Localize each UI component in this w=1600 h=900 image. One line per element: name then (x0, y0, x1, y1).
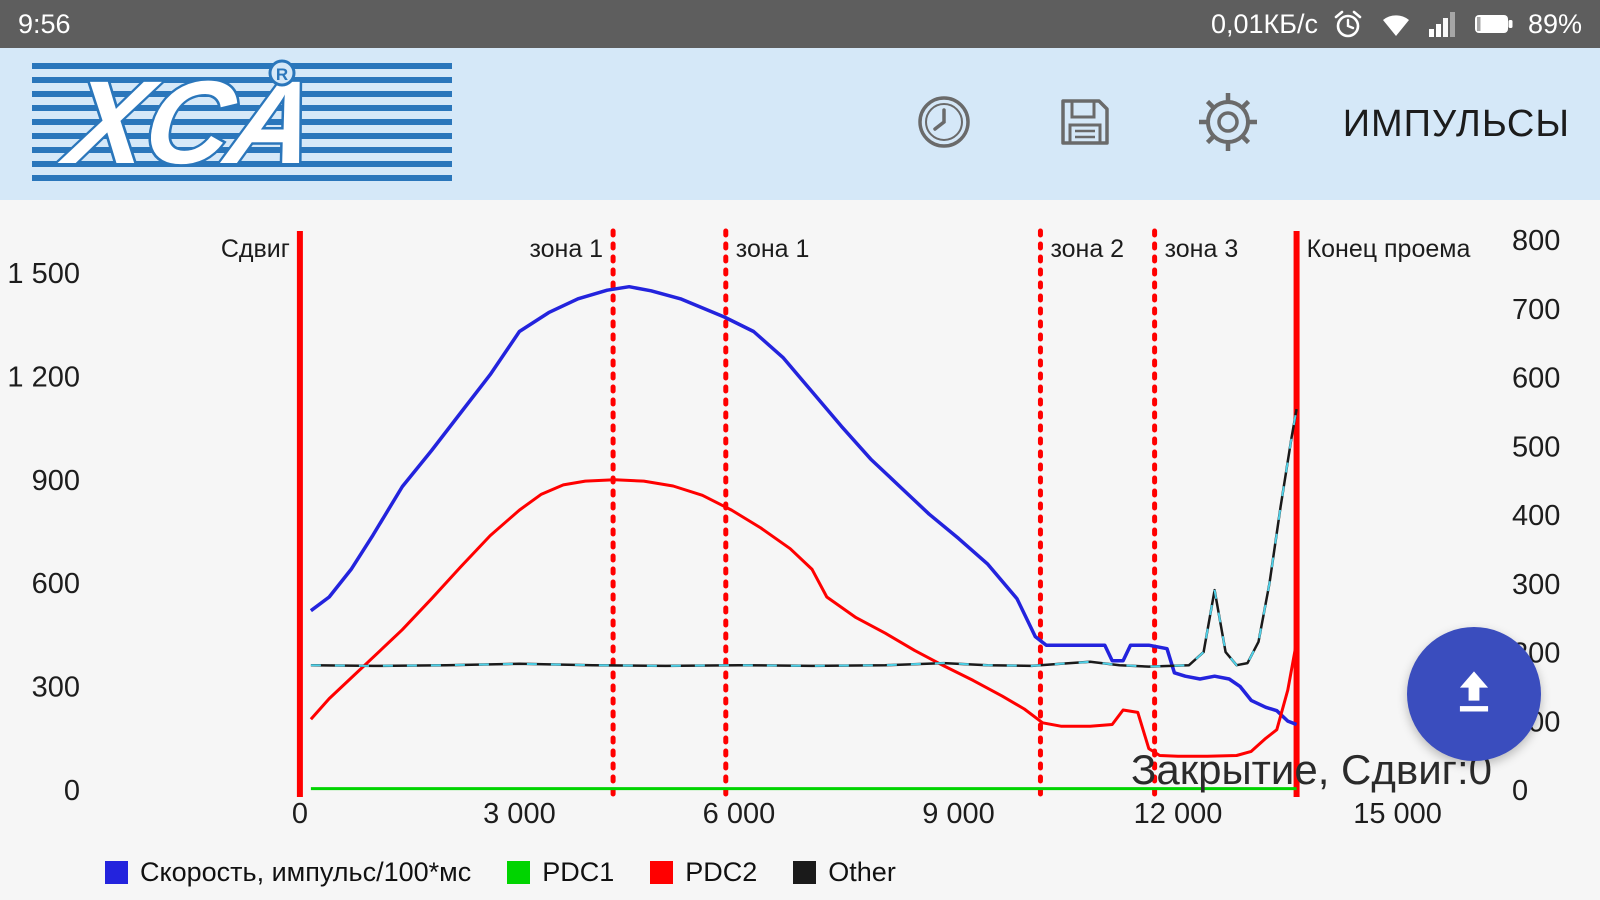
page-title: ИМПУЛЬСЫ (1342, 102, 1570, 145)
status-time: 9:56 (18, 8, 71, 39)
battery-percent: 89% (1527, 8, 1582, 39)
right-axis-tick: 400 (1512, 500, 1560, 532)
legend-label: PDC2 (685, 857, 758, 887)
right-axis-tick: 600 (1512, 363, 1560, 395)
legend-swatch (793, 861, 817, 884)
left-axis-tick: 1 500 (7, 258, 80, 290)
battery-icon (1474, 12, 1514, 36)
annotation-label: зона 2 (1050, 235, 1124, 263)
x-axis-tick: 15 000 (1353, 798, 1442, 830)
right-axis-tick: 800 (1512, 225, 1560, 257)
annotation-label: зона 1 (736, 235, 810, 263)
chart-legend: Скорость, импульс/100*мс PDC1 PDC2 Other (105, 857, 896, 888)
brand-logo: ХСА R (30, 54, 460, 194)
legend-swatch (650, 861, 674, 884)
right-axis-tick: 300 (1512, 569, 1560, 601)
legend-label: PDC1 (542, 857, 615, 887)
wifi-icon (1378, 9, 1414, 39)
series-other-dash-overlay (310, 408, 1298, 668)
signal-icon (1428, 10, 1460, 38)
left-axis-tick: 1 200 (7, 361, 80, 393)
chart-section: 0 300 600 900 1 200 1 500 0 100 200 300 400 500 600 7… (0, 200, 1600, 900)
left-axis-tick: 600 (32, 568, 80, 600)
x-axis-tick: 9 000 (922, 798, 995, 830)
history-clock-icon[interactable] (915, 93, 973, 156)
annotation-label: зона 3 (1165, 235, 1239, 263)
x-axis-tick: 12 000 (1134, 798, 1223, 830)
upload-icon (1448, 666, 1500, 723)
legend-item-speed: Скорость, импульс/100*мс (105, 857, 471, 888)
left-axis-tick: 900 (32, 465, 80, 497)
legend-item-pdc2: PDC2 (650, 857, 757, 888)
status-bar: 9:56 0,01КБ/с (0, 0, 1600, 48)
x-axis-tick: 6 000 (703, 798, 776, 830)
legend-item-other: Other (793, 857, 896, 888)
app-bar: ХСА R (0, 48, 1600, 200)
annotation-label: зона 1 (529, 235, 603, 263)
left-axis-tick: 300 (32, 672, 80, 704)
series-other (310, 408, 1298, 668)
series-pdc2 (309, 478, 1299, 758)
svg-text:R: R (276, 65, 288, 84)
annotation-label: Конец проема (1307, 235, 1471, 263)
upload-fab[interactable] (1407, 627, 1541, 761)
save-icon[interactable] (1057, 93, 1113, 156)
right-axis-tick: 0 (1512, 775, 1528, 807)
target-icon[interactable] (1197, 91, 1259, 158)
right-axis-tick: 700 (1512, 294, 1560, 326)
alarm-icon (1332, 8, 1364, 40)
legend-label: Other (828, 857, 896, 887)
network-speed: 0,01КБ/с (1210, 8, 1318, 39)
annotation-label: Сдвиг (221, 235, 290, 263)
legend-swatch (105, 861, 128, 884)
right-axis-tick: 500 (1512, 431, 1560, 463)
x-axis-tick: 0 (292, 798, 308, 830)
legend-swatch (507, 861, 531, 884)
series-speed (309, 284, 1298, 727)
x-axis-tick: 3 000 (483, 798, 556, 830)
legend-label: Скорость, импульс/100*мс (140, 857, 472, 887)
left-axis-tick: 0 (64, 775, 80, 807)
legend-item-pdc1: PDC1 (507, 857, 614, 888)
chart-status-text: Закрытие, Сдвиг:0 (1131, 746, 1492, 793)
